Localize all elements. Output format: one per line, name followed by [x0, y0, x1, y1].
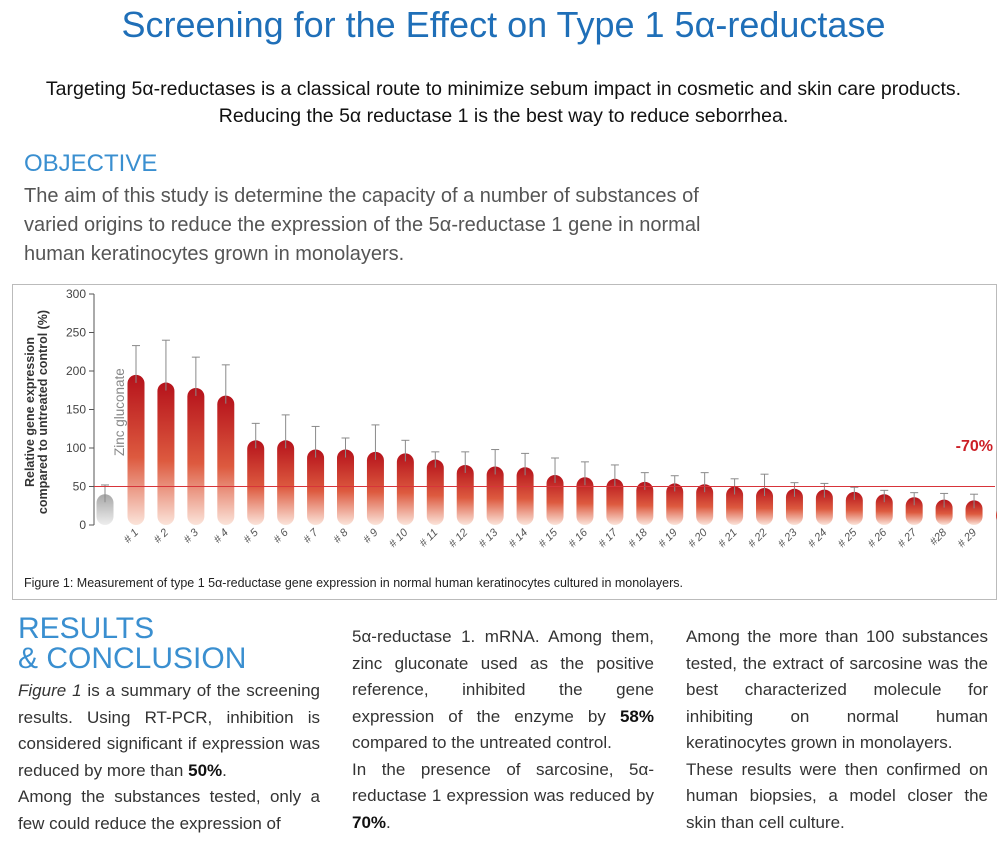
- bar-substance: [486, 466, 504, 525]
- bar-substance: [247, 440, 265, 525]
- bar-substance: [546, 474, 564, 525]
- results-column-3: Among the more than 100 substances teste…: [686, 624, 988, 836]
- x-tick-label: # 7: [301, 526, 321, 546]
- col1-text-b: .: [222, 760, 227, 780]
- y-tick-label: 150: [66, 403, 86, 417]
- bar-chart: 0 50 100 150 200 250 300 Relative gene expressi…: [23, 287, 997, 551]
- x-tick-label: #28: [928, 526, 950, 548]
- bar-substance: [516, 467, 534, 525]
- bar-substance: [366, 451, 384, 525]
- bar-substance: [217, 395, 235, 525]
- bar-substance: [785, 488, 803, 525]
- x-tick-label: # 10: [387, 526, 411, 550]
- col2-text-d: .: [386, 812, 391, 832]
- bar-substance: [666, 483, 684, 525]
- x-tick-label: # 2: [152, 527, 171, 546]
- col2-text-b: compared to the untreated control.: [352, 733, 612, 752]
- x-tick-label: # 24: [806, 527, 830, 551]
- figure-reference: Figure 1: [18, 681, 82, 700]
- x-tick-label: # 27: [896, 526, 920, 550]
- x-tick-label: # 15: [537, 526, 561, 550]
- x-tick-label: # 25: [836, 526, 860, 550]
- bar-substance: [965, 500, 983, 525]
- bar-substance: [127, 374, 145, 525]
- x-tick-label: # 19: [656, 527, 680, 551]
- x-tick-label: # 8: [331, 526, 351, 546]
- y-tick-label: 300: [66, 287, 86, 301]
- bar-substance: [875, 494, 893, 525]
- col2-bold-70: 70%: [352, 812, 387, 832]
- bar-substance: [935, 499, 953, 525]
- col3-paragraph-1: Among the more than 100 substances teste…: [686, 627, 988, 752]
- bar-zinc-gluconate: [96, 494, 114, 525]
- bar-substance: [426, 459, 444, 525]
- bar-substance: [606, 478, 624, 525]
- bar-substance: [815, 489, 833, 525]
- results-heading-line1: RESULTS: [18, 612, 155, 645]
- y-tick-label: 0: [79, 518, 86, 532]
- x-tick-label: # 12: [447, 527, 471, 551]
- x-tick-label: # 26: [866, 526, 890, 550]
- objective-heading: OBJECTIVE: [24, 150, 158, 177]
- results-heading: RESULTS & CONCLUSION: [18, 614, 246, 674]
- y-tick-label: 50: [73, 480, 87, 494]
- intro-text: Targeting 5α-reductases is a classical r…: [45, 78, 962, 127]
- figure-frame: [12, 284, 997, 600]
- bar-substance: [157, 382, 175, 525]
- col1-paragraph-2: Among the substances tested, only a few …: [18, 787, 320, 833]
- x-tick-label: # 23: [776, 526, 800, 550]
- bar-substance: [696, 484, 714, 525]
- objective-text: The aim of this study is determine the c…: [24, 185, 701, 265]
- col1-bold-50: 50%: [188, 760, 223, 780]
- bar-substance: [905, 497, 923, 525]
- col2-text-c: In the presence of sarcosine, 5α-reducta…: [352, 759, 654, 806]
- bar-substance: [307, 449, 325, 525]
- col2-text-a: 5α-reductase 1. mRNA. Among them, zinc g…: [352, 627, 654, 726]
- results-column-1: Figure 1 is a summary of the screening r…: [18, 678, 320, 837]
- results-heading-line2: & CONCLUSION: [18, 642, 247, 675]
- y-axis-label-line1: Relative gene expression: [23, 337, 37, 487]
- page-title: Screening for the Effect on Type 1 5α-re…: [121, 4, 886, 45]
- bar-substance: [576, 477, 594, 525]
- y-axis-label-line2: compared to untreated control (%): [36, 310, 50, 514]
- col1-text-a: is a summary of the screening results. U…: [18, 681, 320, 780]
- x-tick-label: # 29: [956, 527, 980, 551]
- x-tick-label: # 17: [596, 526, 620, 550]
- y-tick-label: 250: [66, 326, 86, 340]
- bar-sarcosine: [995, 510, 997, 520]
- col3-paragraph-2: These results were then confirmed on hum…: [686, 759, 988, 832]
- bar-substance: [337, 449, 355, 525]
- y-tick-label: 200: [66, 364, 86, 378]
- zinc-gluconate-label: Zinc gluconate: [112, 368, 127, 456]
- x-tick-label: # 16: [566, 526, 590, 550]
- x-tick-label: # 11: [417, 527, 440, 550]
- x-tick-label: # 6: [271, 526, 291, 546]
- x-tick-label: # 3: [182, 526, 202, 546]
- x-tick-label: # 5: [242, 526, 262, 546]
- x-tick-label: # 18: [626, 526, 650, 550]
- x-tick-label: # 22: [746, 527, 770, 551]
- bar-substance: [726, 486, 744, 525]
- results-column-2: 5α-reductase 1. mRNA. Among them, zinc g…: [352, 624, 654, 836]
- bar-substance: [277, 440, 295, 525]
- bar-substance: [845, 491, 863, 525]
- x-tick-label: # 20: [686, 526, 710, 550]
- figure-caption: Figure 1: Measurement of type 1 5α-reduc…: [24, 576, 683, 590]
- col2-bold-58: 58%: [619, 706, 654, 726]
- x-tick-label: # 13: [477, 526, 501, 550]
- bar-substance: [756, 488, 774, 525]
- x-tick-label: # 4: [212, 527, 231, 546]
- y-tick-label: 100: [66, 441, 86, 455]
- reduction-annotation: -70%: [956, 438, 993, 455]
- bar-substance: [187, 387, 205, 525]
- x-tick-label: # 1: [122, 527, 141, 546]
- bar-substance: [456, 464, 474, 525]
- bar-substance: [396, 453, 414, 525]
- x-tick-label: # 9: [361, 527, 380, 546]
- x-tick-label: # 21: [716, 527, 740, 551]
- bar-substance: [636, 481, 654, 525]
- x-tick-label: # 14: [507, 527, 531, 551]
